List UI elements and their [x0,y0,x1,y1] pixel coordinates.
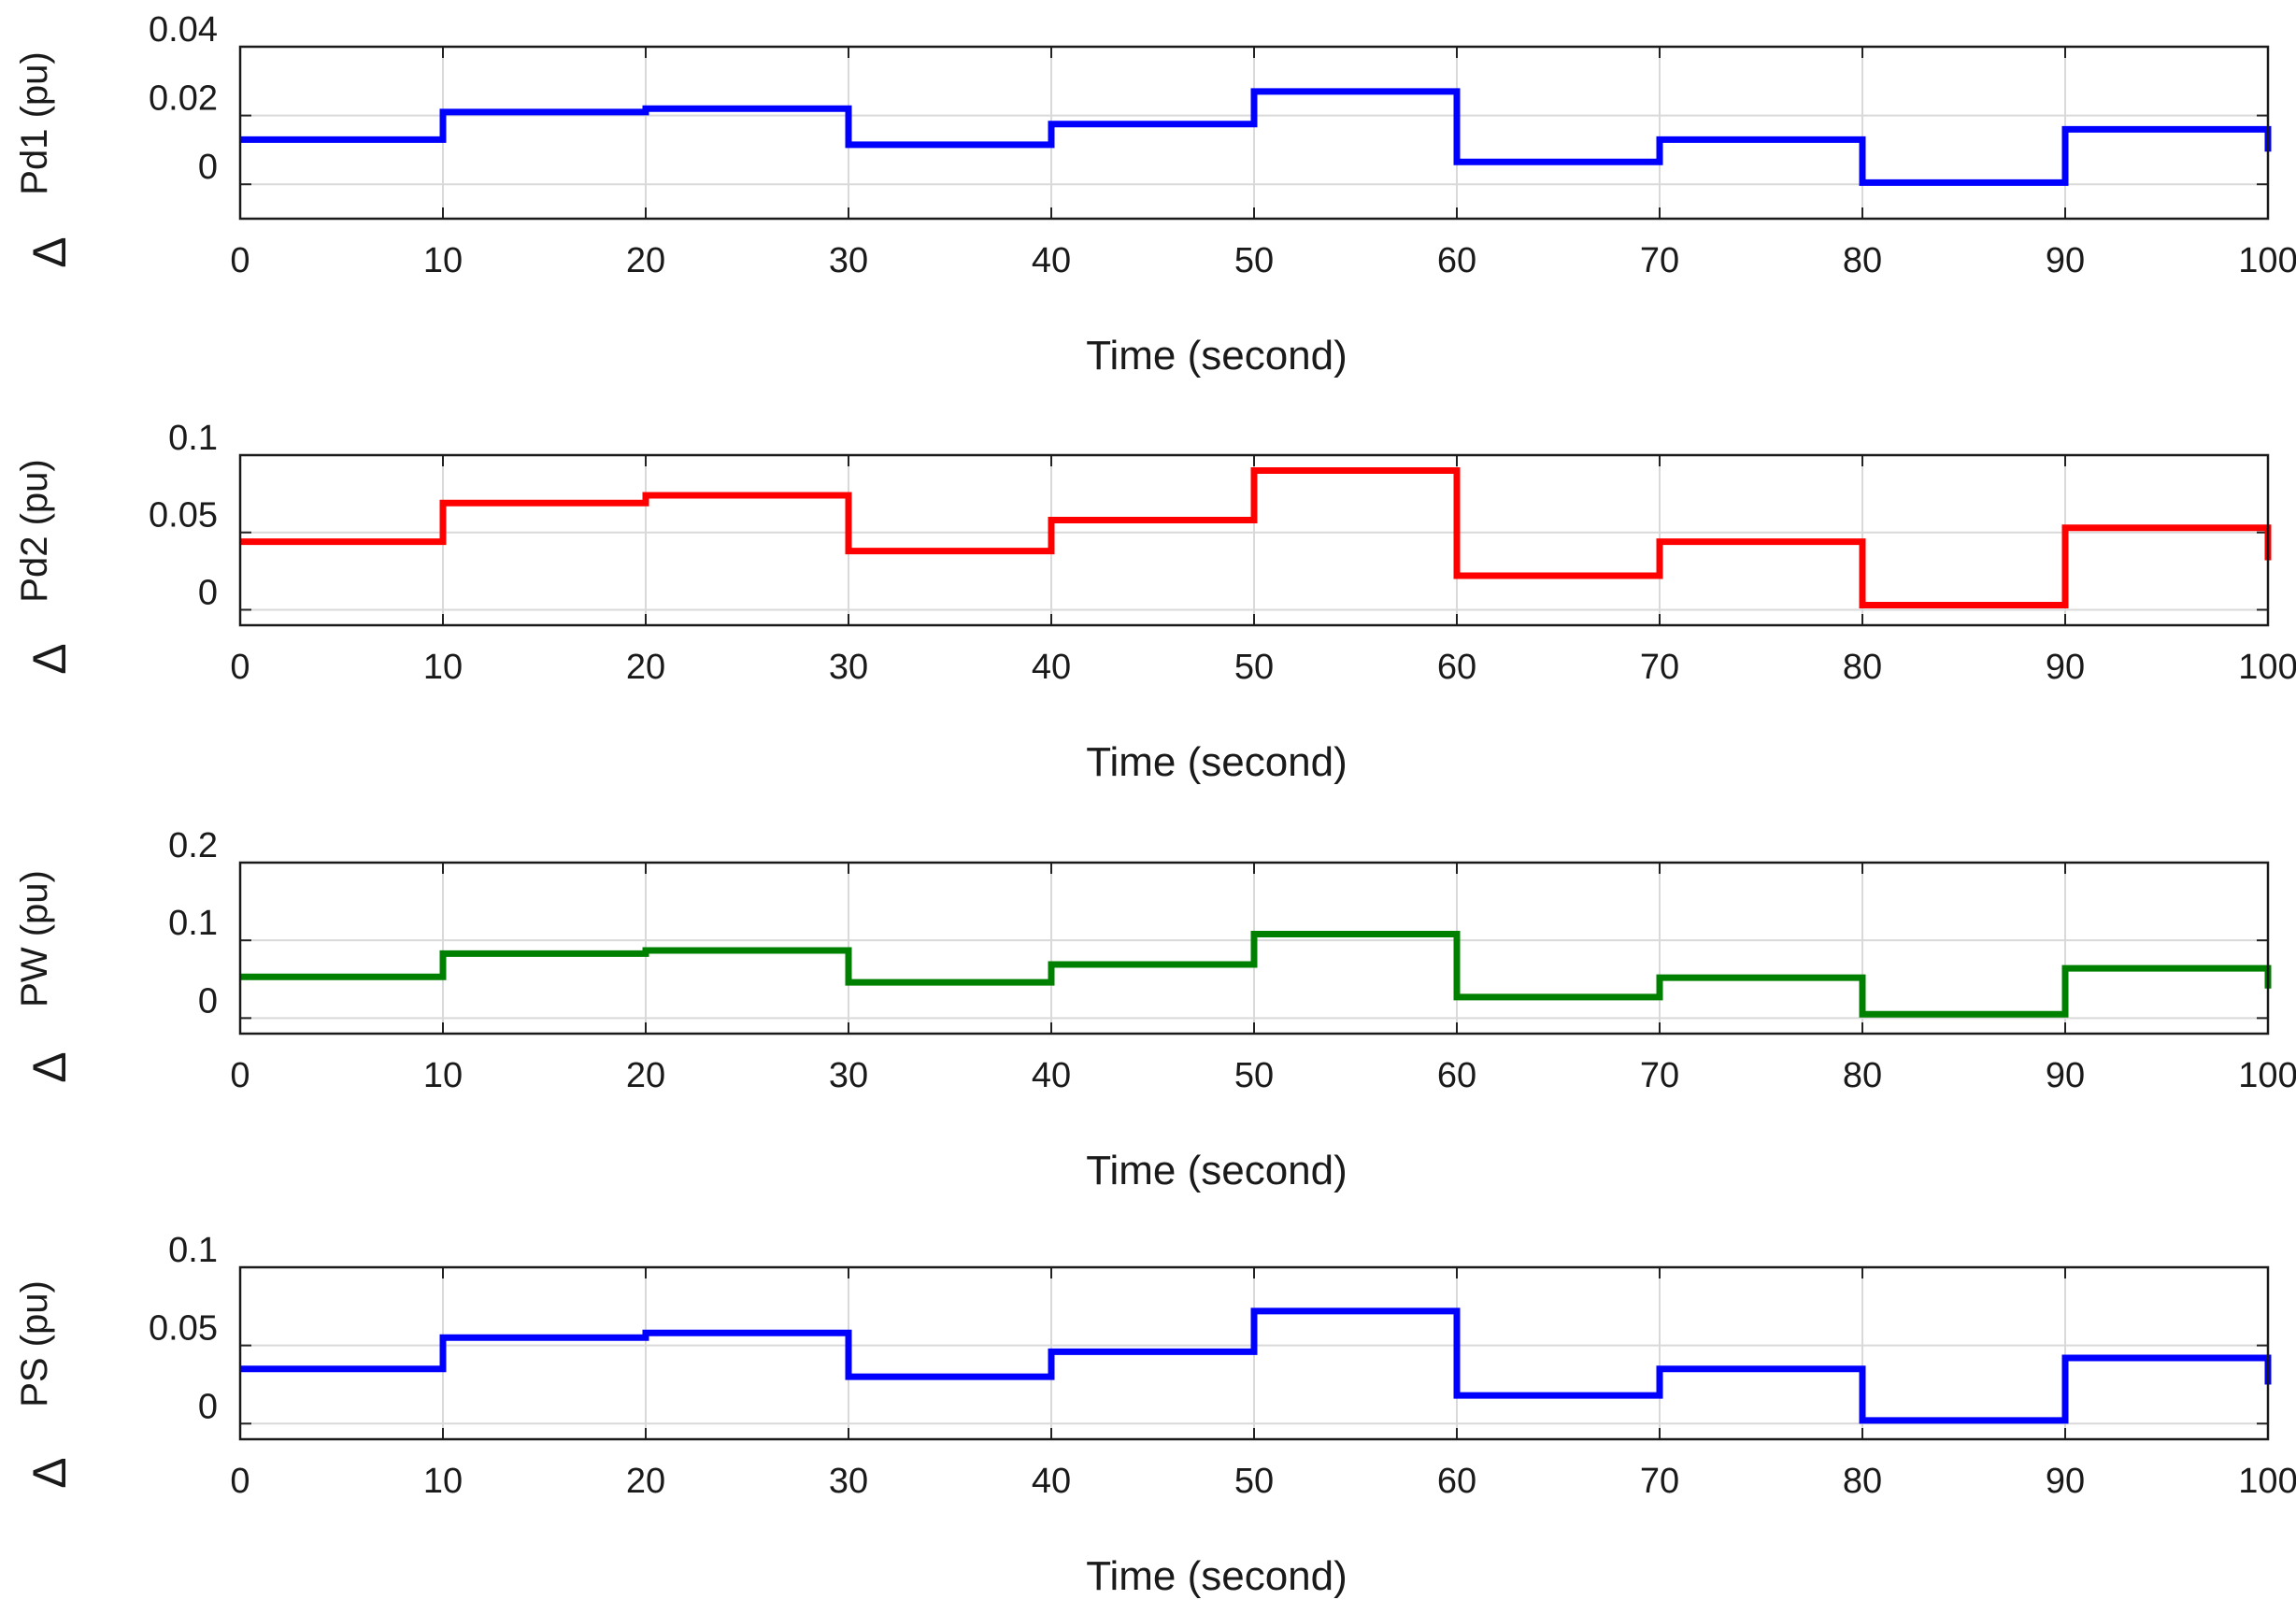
plot-frame [238,861,2270,1036]
x-tick-label: 10 [423,1462,463,1501]
series-line-3-1 [240,931,2272,1018]
y-axis-delta-symbol: Δ [23,643,76,674]
x-tick-label: 80 [1843,1462,1882,1501]
y-axis-delta-symbol: Δ [23,1457,76,1488]
x-tick-label: 70 [1640,648,1679,687]
x-axis-label: Time (second) [1086,1148,1348,1193]
x-tick-label: 0 [230,648,250,687]
x-tick-label: 30 [829,241,868,280]
series-line-4-1 [240,1307,2272,1424]
chart-panel-4: 0 10 20 30 40 50 60 70 80 90 100 0 0.05 0.1 Time (seco… [14,1231,2296,1599]
x-tick-label: 50 [1234,1462,1274,1501]
y-tick-label: 0.1 [168,904,218,943]
y-axis-delta-symbol: Δ [23,236,76,267]
x-tick-label: 10 [423,241,463,280]
y-tick-label: 0.1 [168,1231,218,1270]
x-tick-label: 60 [1437,1462,1476,1501]
x-tick-label: 100 [2238,648,2296,687]
x-tick-label: 60 [1437,241,1476,280]
x-tick-label: 40 [1032,648,1071,687]
x-tick-label: 50 [1234,648,1274,687]
x-tick-label: 90 [2046,1056,2085,1095]
x-tick-label: 0 [230,241,250,280]
chart-panel-2: 0 10 20 30 40 50 60 70 80 90 100 0 0.05 0.1 Time (seco… [14,419,2296,785]
x-tick-label: 80 [1843,1056,1882,1095]
series-line-1-1 [240,88,2272,186]
x-tick-label: 80 [1843,241,1882,280]
x-tick-label: 20 [626,1056,665,1095]
y-axis-label: Pd2 (pu) [14,459,55,602]
x-tick-label: 50 [1234,1056,1274,1095]
x-tick-label: 90 [2046,1462,2085,1501]
plot-frame [238,45,2270,221]
x-tick-label: 20 [626,648,665,687]
x-tick-label: 0 [230,1056,250,1095]
x-tick-label: 70 [1640,241,1679,280]
x-tick-label: 60 [1437,648,1476,687]
x-tick-label: 30 [829,1462,868,1501]
x-tick-label: 20 [626,241,665,280]
x-tick-label: 90 [2046,648,2085,687]
y-tick-label: 0.02 [149,79,218,119]
x-tick-label: 100 [2238,1056,2296,1095]
x-tick-label: 10 [423,648,463,687]
y-axis-label: PW (pu) [14,870,55,1007]
y-tick-label: 0.05 [149,1309,218,1349]
y-tick-label: 0.2 [168,826,218,865]
y-tick-label: 0 [198,573,218,612]
y-axis-label: Pd1 (pu) [14,51,55,194]
x-axis-label: Time (second) [1086,333,1348,379]
x-tick-label: 90 [2046,241,2085,280]
y-tick-label: 0 [198,148,218,187]
x-tick-label: 0 [230,1462,250,1501]
x-axis-label: Time (second) [1086,739,1348,785]
x-tick-label: 100 [2238,1462,2296,1501]
plot-frame [238,453,2270,627]
x-tick-label: 50 [1234,241,1274,280]
x-tick-label: 20 [626,1462,665,1501]
y-tick-label: 0.05 [149,496,218,536]
x-tick-label: 40 [1032,241,1071,280]
series-line-2-1 [240,467,2272,608]
y-axis-delta-symbol: Δ [23,1051,76,1082]
x-tick-label: 100 [2238,241,2296,280]
x-tick-label: 70 [1640,1462,1679,1501]
x-tick-label: 70 [1640,1056,1679,1095]
y-tick-label: 0 [198,981,218,1021]
x-tick-label: 30 [829,1056,868,1095]
x-axis-label: Time (second) [1086,1553,1348,1599]
plot-frame [238,1265,2270,1441]
chart-panel-1: 0 10 20 30 40 50 60 70 80 90 100 0 0.02 0.04 Time (sec… [14,10,2296,379]
y-axis-label: PS (pu) [14,1280,55,1407]
x-tick-label: 30 [829,648,868,687]
y-tick-label: 0.1 [168,419,218,458]
x-tick-label: 60 [1437,1056,1476,1095]
y-tick-label: 0 [198,1387,218,1426]
x-tick-label: 10 [423,1056,463,1095]
x-tick-label: 80 [1843,648,1882,687]
x-tick-label: 40 [1032,1056,1071,1095]
x-tick-label: 40 [1032,1462,1071,1501]
chart-panel-3: 0 10 20 30 40 50 60 70 80 90 100 0 0.1 0.2 Time (secon… [14,826,2296,1193]
y-tick-label: 0.04 [149,10,218,50]
